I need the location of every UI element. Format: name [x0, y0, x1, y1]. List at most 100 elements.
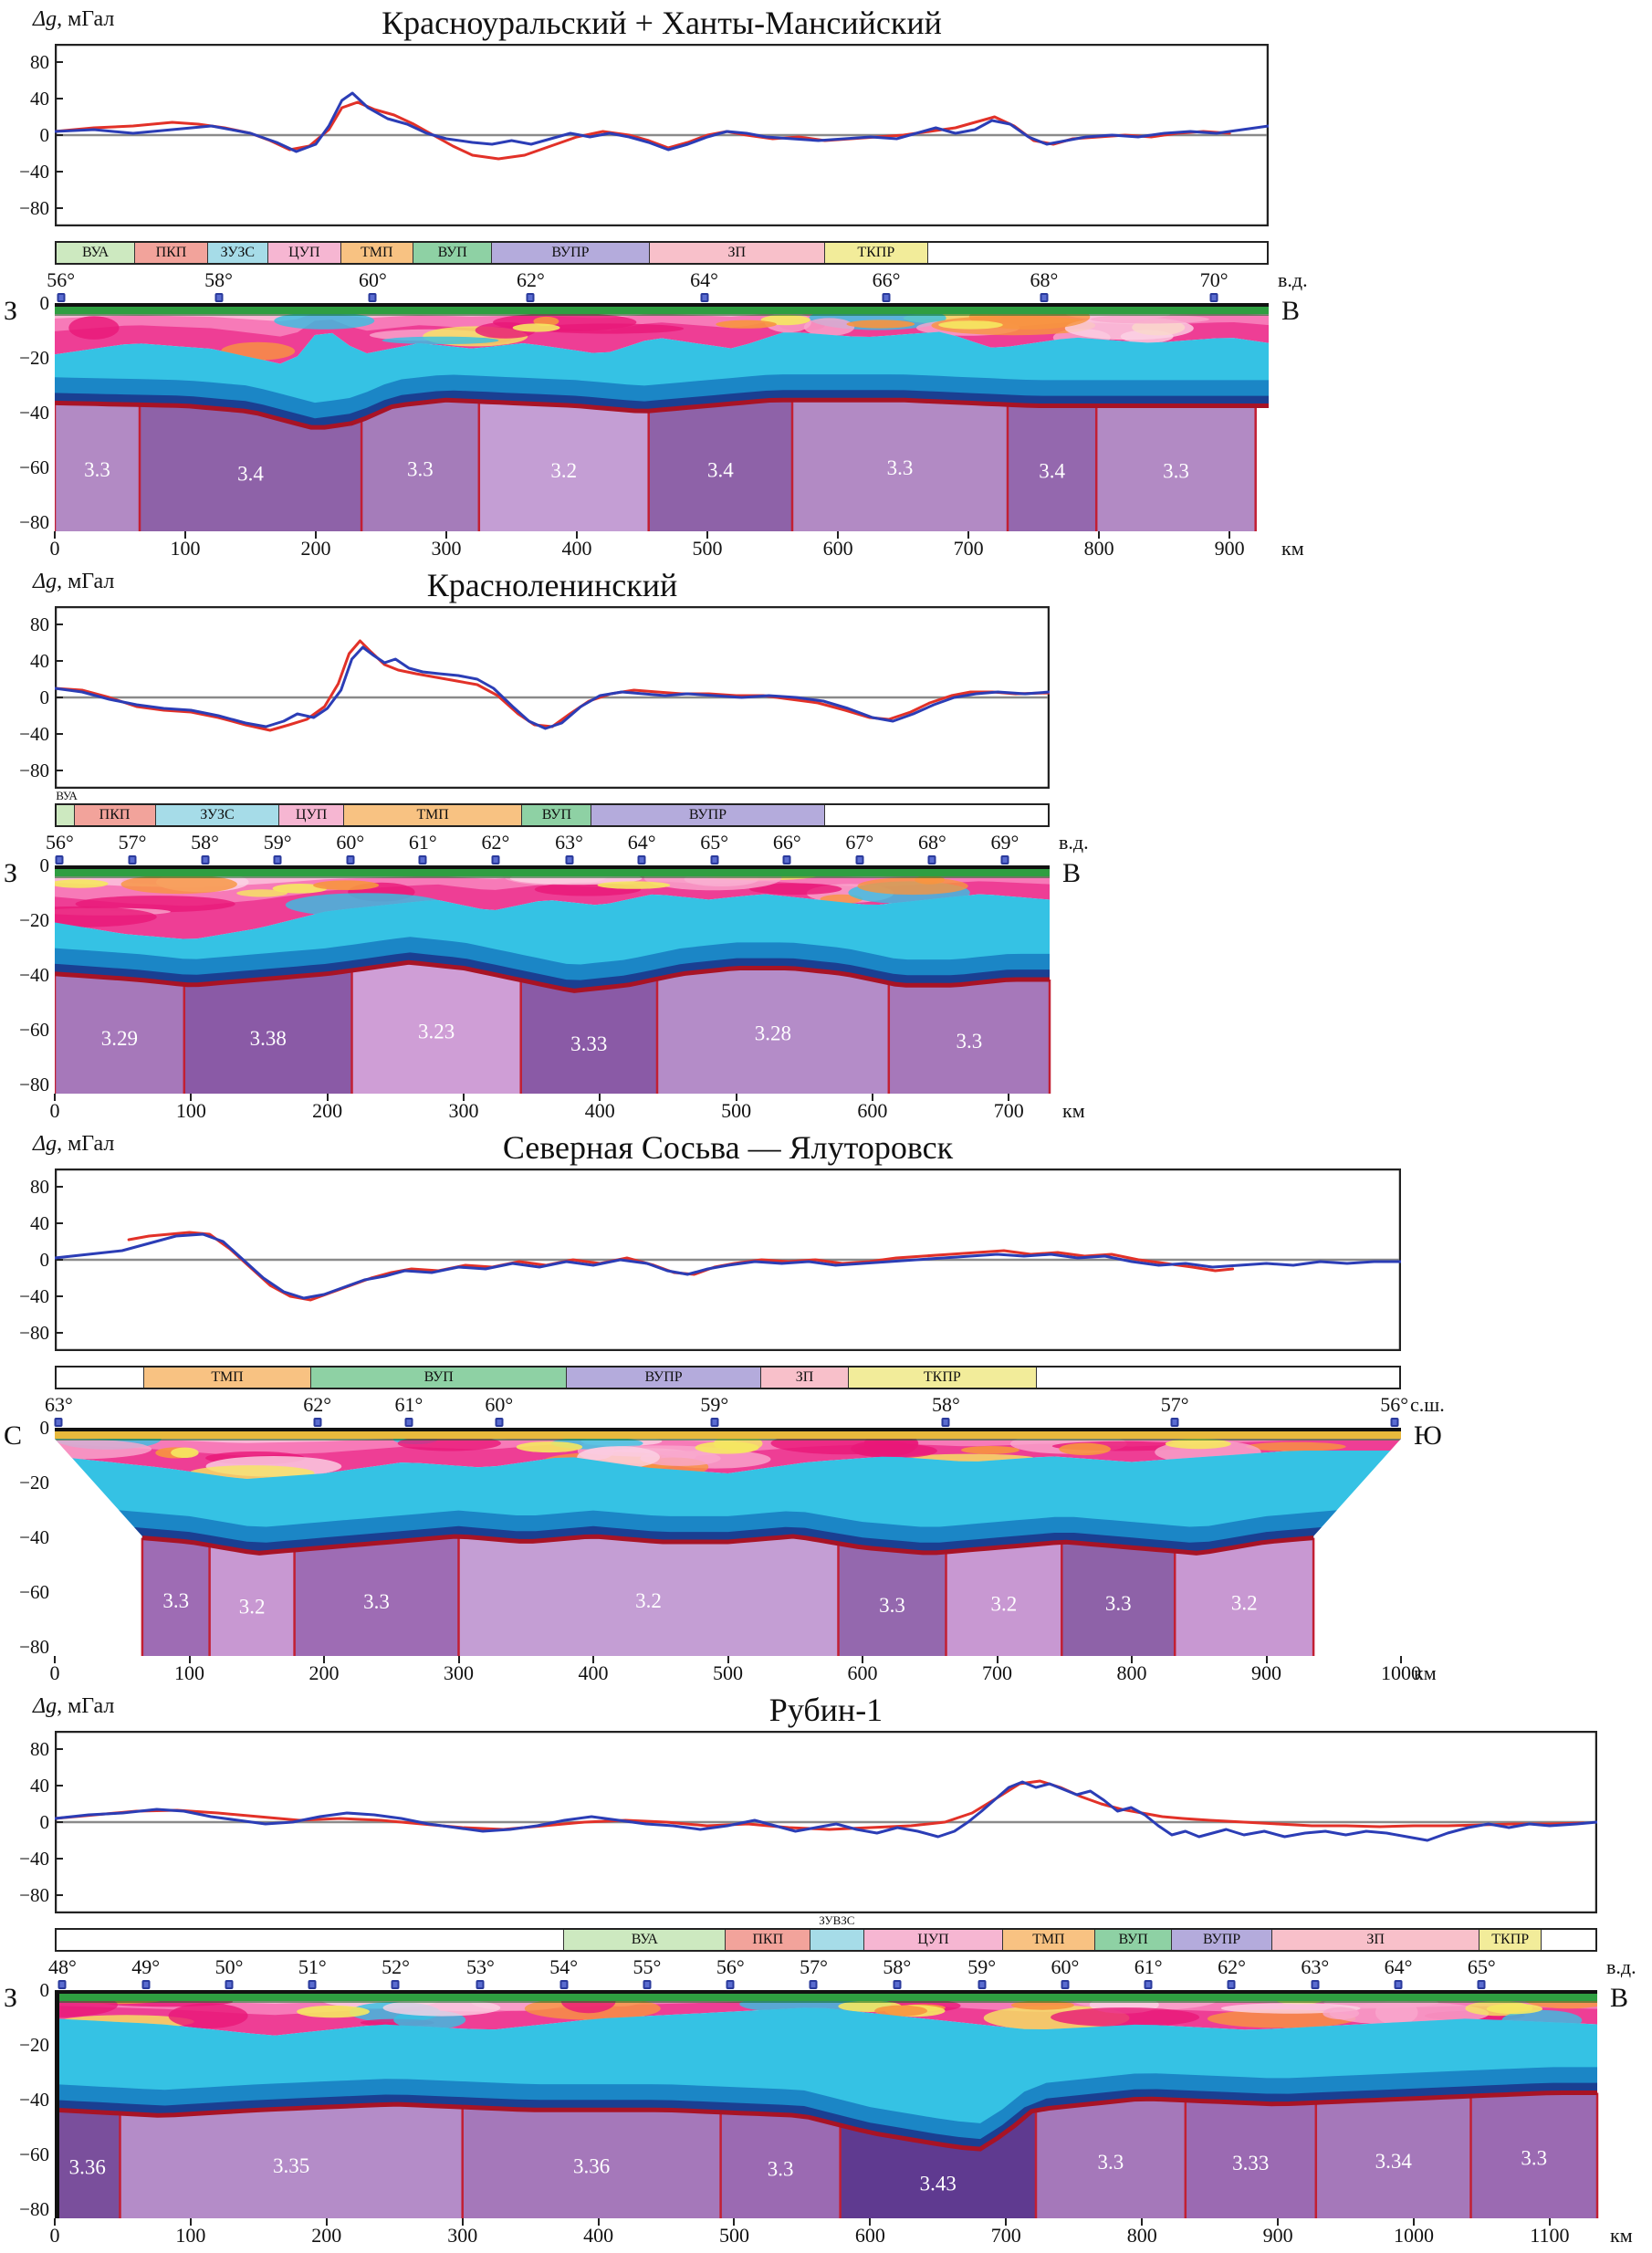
legend-label: ЗУЗС — [220, 245, 256, 260]
geo-tick-marker-icon — [495, 1418, 504, 1427]
y-tick-label: 80 — [30, 613, 49, 635]
legend-segment-blank — [810, 1930, 865, 1950]
distance-tick-label: 200 — [300, 537, 331, 560]
gravity-unit-label: , мГал — [57, 7, 115, 31]
texture-blob-warm — [272, 884, 328, 894]
legend-label: ТМП — [1032, 1932, 1065, 1947]
texture-blob — [382, 1999, 501, 2017]
geo-tick-label: 69° — [990, 831, 1019, 854]
density-block — [648, 400, 792, 531]
gravity-plot-row: 80 40 0 −40 −80 — [0, 1168, 1474, 1351]
legend-label: ЦУП — [295, 807, 328, 823]
density-block — [888, 980, 1050, 1094]
upper-layers — [55, 1990, 1597, 2150]
direction-label-left: З — [4, 1983, 18, 2013]
distance-tick-mark — [1008, 1094, 1010, 1101]
legend-segment-ЦУП: ЦУП — [864, 1930, 1003, 1950]
texture-blob-warm — [1059, 1442, 1111, 1456]
legend-label: ВУПР — [644, 1369, 683, 1385]
legend-segment-ВУПР: ВУПР — [566, 1368, 762, 1388]
density-block — [792, 400, 1008, 531]
distance-tick-label: 700 — [990, 2224, 1021, 2247]
texture-blob — [382, 336, 499, 345]
geo-tick-marker-icon — [559, 1980, 569, 1989]
depth-tick-label: −40 — [19, 402, 49, 424]
distance-tick-mark — [326, 1094, 329, 1101]
texture-blob — [120, 875, 237, 895]
geo-tick-label: 70° — [1199, 268, 1229, 291]
surface-line — [55, 303, 1269, 307]
geo-tick-label: 50° — [214, 1955, 244, 1978]
geo-coordinate-axis: 48° 49° 50° 51° 52° 53° 54° 55° 56° 57° 58° 59° 60° 6… — [0, 1955, 1652, 1990]
legend-label: ВУПР — [688, 807, 727, 823]
texture-blob — [1323, 2007, 1360, 2020]
density-value: 3.2 — [550, 459, 577, 482]
distance-tick-label: 800 — [1126, 2224, 1157, 2247]
distance-tick-mark — [188, 1656, 191, 1663]
geo-tick-label: 56° — [47, 268, 76, 291]
distance-tick-mark — [1131, 1656, 1133, 1663]
gravity-unit-label: , мГал — [57, 570, 115, 593]
geo-tick-label: 65° — [1467, 1955, 1496, 1978]
panel-header: Δg, мГал Красноуральский + Ханты-Мансийск… — [0, 4, 1652, 44]
texture-blob-warm — [55, 879, 109, 888]
y-tick-label: 0 — [39, 124, 50, 146]
legend-row: ВУА ПКП ЦУП ТМП ВУП ВУПР ЗП ТКПР ЗУВЗС — [0, 1913, 1652, 1955]
geo-tick-label: 51° — [298, 1955, 327, 1978]
profile-panel-3: Δg, мГал Северная Сосьва — Ялуторовск 80 40… — [0, 1128, 1652, 1687]
gravity-unit-label: , мГал — [57, 1694, 115, 1718]
distance-tick-mark — [189, 2218, 192, 2226]
texture-blob-warm — [297, 2005, 370, 2018]
legend-segment-ЗУЗС: ЗУЗС — [155, 805, 280, 825]
gravity-plot-row: 80 40 0 −40 −80 — [0, 606, 1123, 789]
density-value: 3.3 — [407, 458, 434, 481]
texture-blob-warm — [512, 323, 560, 332]
density-value: 3.35 — [273, 2154, 309, 2177]
distance-tick-mark — [871, 1094, 873, 1101]
curve-blue-curve — [55, 645, 1050, 730]
geo-tick-label: 53° — [466, 1955, 495, 1978]
distance-tick-label: 0 — [49, 537, 60, 560]
depth-tick-label: −40 — [19, 1526, 49, 1548]
geo-tick-label: 49° — [131, 1955, 161, 1978]
distance-tick-mark — [597, 2218, 600, 2226]
y-tick-label: −80 — [19, 760, 49, 781]
distance-tick-mark — [1277, 2218, 1280, 2226]
y-tick-label: −80 — [19, 1322, 49, 1344]
distance-tick-mark — [462, 1094, 465, 1101]
gravity-curves-plot — [55, 1168, 1401, 1351]
texture-blob — [1375, 1999, 1418, 2026]
distance-tick-label: 400 — [578, 1661, 609, 1684]
distance-tick-label: 700 — [982, 1661, 1012, 1684]
geo-tick-marker-icon — [643, 1980, 652, 1989]
gravity-axis-label: Δg, мГал — [33, 1132, 114, 1157]
depth-tick-label: −80 — [19, 1074, 49, 1095]
distance-tick-label: 800 — [1116, 1661, 1147, 1684]
geo-axis-unit: в.д. — [1059, 831, 1089, 854]
density-value: 3.34 — [1375, 2150, 1413, 2173]
distance-tick-label: 700 — [993, 1099, 1024, 1122]
geo-tick-marker-icon — [1170, 1418, 1179, 1427]
density-block — [361, 400, 479, 531]
delta-g-symbol: Δg — [33, 7, 58, 31]
density-value: 3.36 — [69, 2156, 106, 2179]
geo-tick-marker-icon — [710, 1418, 719, 1427]
legend-label: ТМП — [361, 245, 393, 260]
legend-segment-ТКПР: ТКПР — [848, 1368, 1037, 1388]
geo-tick-marker-icon — [855, 855, 864, 865]
texture-blob — [857, 877, 968, 896]
top-band — [55, 869, 1050, 876]
geo-tick-label: 55° — [633, 1955, 662, 1978]
legend-segment-blank — [927, 243, 1267, 263]
geo-tick-label: 62° — [1218, 1955, 1246, 1978]
density-value: 3.29 — [101, 1027, 138, 1050]
geo-tick-marker-icon — [565, 855, 574, 865]
surface-line — [55, 865, 1050, 869]
density-value: 3.2 — [635, 1589, 662, 1612]
distance-tick-label: 200 — [312, 1099, 343, 1122]
texture-blob — [168, 2003, 248, 2028]
top-band-underline — [55, 1439, 1401, 1441]
geo-tick-label: 57° — [118, 831, 147, 854]
geo-tick-marker-icon — [893, 1980, 902, 1989]
